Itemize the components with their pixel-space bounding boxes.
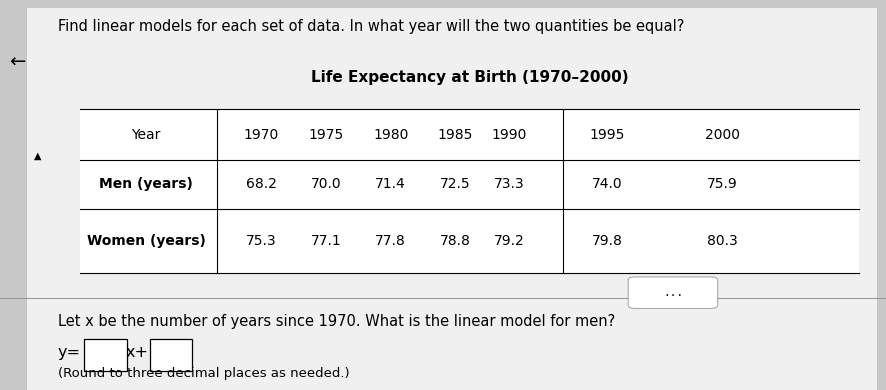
Text: x+: x+ xyxy=(126,346,149,360)
Text: 79.2: 79.2 xyxy=(494,234,525,248)
Text: 68.2: 68.2 xyxy=(246,177,276,191)
Text: 77.1: 77.1 xyxy=(311,234,341,248)
Text: 1970: 1970 xyxy=(244,128,279,142)
Text: Let x be the number of years since 1970. What is the linear model for men?: Let x be the number of years since 1970.… xyxy=(58,314,615,329)
FancyBboxPatch shape xyxy=(80,109,859,273)
Text: ...: ... xyxy=(664,287,683,298)
Text: 80.3: 80.3 xyxy=(707,234,737,248)
FancyBboxPatch shape xyxy=(150,339,192,370)
Text: 1990: 1990 xyxy=(492,128,527,142)
FancyBboxPatch shape xyxy=(628,277,718,308)
Text: 77.8: 77.8 xyxy=(376,234,406,248)
Text: 2000: 2000 xyxy=(704,128,740,142)
Text: 71.4: 71.4 xyxy=(376,177,406,191)
Text: 70.0: 70.0 xyxy=(311,177,341,191)
Text: ▲: ▲ xyxy=(34,151,41,161)
Text: 72.5: 72.5 xyxy=(440,177,470,191)
Text: 1975: 1975 xyxy=(308,128,344,142)
Text: 1980: 1980 xyxy=(373,128,408,142)
Text: Life Expectancy at Birth (1970–2000): Life Expectancy at Birth (1970–2000) xyxy=(311,70,628,85)
Text: 75.9: 75.9 xyxy=(707,177,737,191)
Text: Year: Year xyxy=(131,128,161,142)
Text: 1995: 1995 xyxy=(589,128,625,142)
FancyBboxPatch shape xyxy=(84,339,127,370)
Text: Men (years): Men (years) xyxy=(99,177,193,191)
Text: 74.0: 74.0 xyxy=(592,177,622,191)
Text: Find linear models for each set of data. In what year will the two quantities be: Find linear models for each set of data.… xyxy=(58,20,684,34)
Text: y=: y= xyxy=(58,346,81,360)
Text: (Round to three decimal places as needed.): (Round to three decimal places as needed… xyxy=(58,367,349,380)
Text: 78.8: 78.8 xyxy=(440,234,470,248)
Text: ←: ← xyxy=(9,53,25,72)
Text: 1985: 1985 xyxy=(438,128,473,142)
Text: 75.3: 75.3 xyxy=(246,234,276,248)
Text: Women (years): Women (years) xyxy=(87,234,206,248)
Text: 73.3: 73.3 xyxy=(494,177,525,191)
Text: 79.8: 79.8 xyxy=(592,234,622,248)
